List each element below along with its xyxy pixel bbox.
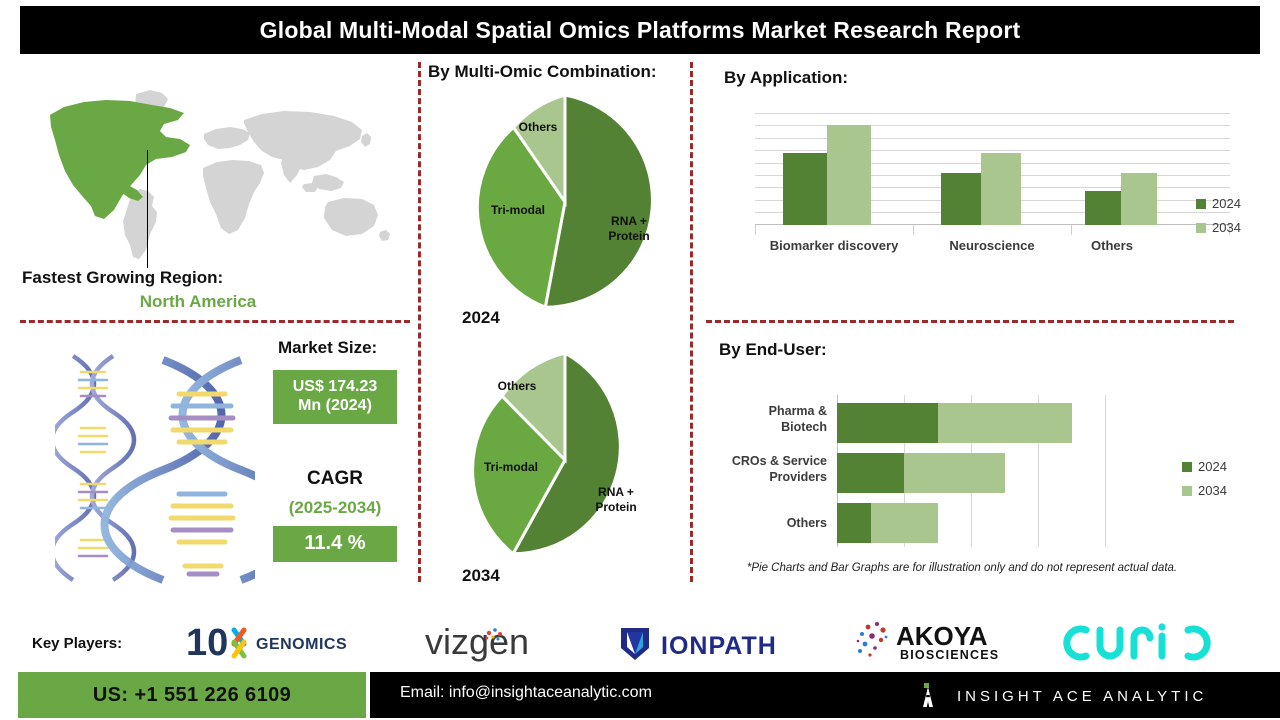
market-size-value-line2: Mn (2024) <box>298 397 372 414</box>
pie-2024-year: 2024 <box>462 308 500 327</box>
legend-item-2024: 2024 <box>1196 196 1241 211</box>
pie-chart-2034 <box>455 350 675 570</box>
pie-2024-slice-label-rna-protein: RNA + Protein <box>608 214 650 243</box>
bar-others-2024 <box>1085 191 1121 225</box>
email-bar: Email: info@insightaceanalytic.com INSIG… <box>370 672 1280 718</box>
phone-number: US: +1 551 226 6109 <box>92 683 292 706</box>
fastest-growing-region-label: Fastest Growing Region: <box>22 268 224 287</box>
axis-label-neuroscience: Neuroscience <box>949 238 1035 253</box>
pie-2024-slice-label-others: Others <box>518 120 558 134</box>
legend-swatch-2034 <box>1196 222 1206 233</box>
fastest-growing-region-value: North America <box>139 292 257 311</box>
pie-2034-slice-label-rna-protein: RNA + Protein <box>595 485 637 514</box>
svg-text:BIOSCIENCES: BIOSCIENCES <box>900 648 999 662</box>
chart-disclaimer-note: *Pie Charts and Bar Graphs are for illus… <box>746 562 1178 574</box>
market-size-value-line1: US$ 174.23 <box>292 378 378 396</box>
report-title-bar: Global Multi-Modal Spatial Omics Platfor… <box>20 6 1260 54</box>
phone-bar[interactable]: US: +1 551 226 6109 <box>18 672 366 718</box>
legend-label-2034: 2034 <box>1198 483 1227 498</box>
bar-neuroscience-2034 <box>981 152 1021 225</box>
axis-label-others: Others <box>1091 238 1133 253</box>
gridline <box>755 113 1230 114</box>
map-leader-line <box>147 150 148 268</box>
world-map <box>18 80 418 270</box>
page-title: Global Multi-Modal Spatial Omics Platfor… <box>259 16 1021 43</box>
gridline <box>1105 395 1106 547</box>
company-brand: INSIGHT ACE ANALYTIC <box>915 683 1207 709</box>
gridline <box>755 137 1230 139</box>
section-title-multi-omic: By Multi-Omic Combination: <box>428 62 657 81</box>
axis-tick <box>755 225 756 235</box>
legend-label-2024: 2024 <box>1198 459 1227 474</box>
section-title-end-user: By End-User: <box>719 340 827 359</box>
divider-vertical-left <box>418 62 421 582</box>
fastest-growing-region: Fastest Growing Region: North America <box>22 268 412 312</box>
legend-item-2034: 2034 <box>1182 483 1227 498</box>
market-size-label: Market Size: <box>278 338 378 357</box>
bar-cros-service-providers-2034 <box>904 453 1005 493</box>
end-user-bar-chart-plot <box>837 395 1107 547</box>
axis-tick <box>1229 225 1230 235</box>
pie-2024-slice-label-tri-modal: Tri-modal <box>490 203 545 217</box>
market-size-value: US$ 174.23 Mn (2024) <box>273 370 397 424</box>
bar-pharma-biotech-2024 <box>837 403 938 443</box>
pie-2034-slice-label-others: Others <box>497 379 537 393</box>
legend-swatch-2024 <box>1196 198 1206 209</box>
svg-text:GENOMICS: GENOMICS <box>256 636 347 653</box>
svg-text:vizgen: vizgen <box>425 621 529 662</box>
axis-label-cros-service-providers: CROs & Service Providers <box>731 454 827 484</box>
insight-ace-logo-icon <box>923 683 933 707</box>
application-axis-ticks <box>755 225 1230 235</box>
bar-cros-service-providers-2024 <box>837 453 904 493</box>
section-title-application: By Application: <box>724 68 849 87</box>
legend-item-2034: 2034 <box>1196 220 1241 235</box>
gridline <box>755 150 1230 152</box>
bar-others-2034 <box>870 503 938 543</box>
logo-10x-genomics: 10 GENOMICS <box>186 622 386 664</box>
axis-label-end-user-others: Others <box>786 516 827 530</box>
bar-others-2024 <box>837 503 871 543</box>
svg-text:10: 10 <box>186 622 228 664</box>
gridline <box>1038 395 1039 547</box>
legend-label-2024: 2024 <box>1212 196 1241 211</box>
divider-horizontal-left <box>20 320 410 323</box>
legend-label-2034: 2034 <box>1212 220 1241 235</box>
logo-akoya-biosciences: AKOYA BIOSCIENCES <box>850 617 1035 665</box>
gridline <box>755 125 1230 127</box>
pie-2034-slice-label-tri-modal: Tri-modal <box>483 460 538 474</box>
svg-text:AKOYA: AKOYA <box>896 621 988 651</box>
bar-biomarker-discovery-2034 <box>827 125 871 225</box>
logo-vizgen: vizgen <box>425 620 575 664</box>
legend-item-2024: 2024 <box>1182 459 1227 474</box>
divider-horizontal-right <box>706 320 1234 323</box>
legend-swatch-2024 <box>1182 461 1192 472</box>
legend-swatch-2034 <box>1182 485 1192 496</box>
axis-label-pharma-biotech: Pharma & Biotech <box>768 404 827 434</box>
bar-others-2034 <box>1121 172 1157 225</box>
logo-ionpath: IONPATH <box>613 622 813 664</box>
bar-biomarker-discovery-2024 <box>783 152 827 225</box>
divider-vertical-right <box>690 62 693 582</box>
pie-2034-year: 2034 <box>462 566 500 585</box>
axis-tick <box>1071 225 1072 235</box>
svg-text:IONPATH: IONPATH <box>661 632 777 660</box>
axis-tick <box>913 225 914 235</box>
logo-curio <box>1058 622 1218 664</box>
cagr-years: (2025-2034) <box>288 498 382 517</box>
cagr-value: 11.4 % <box>273 526 397 562</box>
end-user-chart-legend: 2024 2034 <box>1182 459 1227 507</box>
key-players-label: Key Players: <box>32 635 123 652</box>
cagr-label: CAGR <box>307 468 363 489</box>
bar-neuroscience-2024 <box>941 172 981 225</box>
application-chart-legend: 2024 2034 <box>1196 196 1241 244</box>
pie-chart-2024 <box>455 92 675 312</box>
axis-label-biomarker-discovery: Biomarker discovery <box>769 238 899 253</box>
application-bar-chart-plot <box>755 113 1230 225</box>
bar-pharma-biotech-2034 <box>937 403 1072 443</box>
dna-helix-illustration <box>49 352 304 584</box>
email-address[interactable]: Email: info@insightaceanalytic.com <box>400 684 652 701</box>
brand-name: INSIGHT ACE ANALYTIC <box>957 687 1208 705</box>
